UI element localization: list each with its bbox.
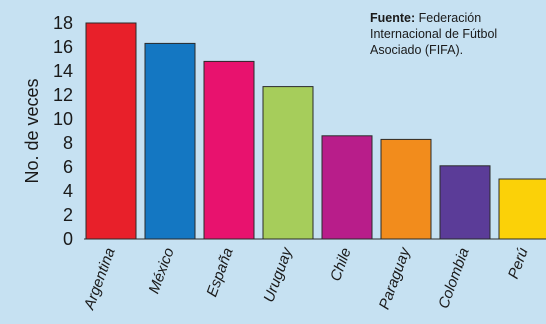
bars — [84, 22, 546, 240]
source-text: Federación Internacional de Fútbol Asoci… — [370, 11, 498, 57]
category-label: México — [146, 246, 178, 296]
y-tick-label: 6 — [63, 157, 73, 177]
source-label: Fuente: — [370, 11, 416, 25]
y-axis: 0 2 4 6 8 10 12 14 16 18 — [53, 13, 73, 249]
category-label: Colombia — [435, 246, 473, 311]
y-tick-label: 16 — [53, 37, 73, 57]
y-axis-label: No. de veces — [22, 78, 42, 183]
bar-perú — [498, 178, 546, 240]
y-tick-label: 4 — [63, 181, 73, 201]
category-label: Paraguay — [376, 244, 414, 312]
y-tick-label: 8 — [63, 133, 73, 153]
bar-uruguay — [262, 86, 314, 240]
y-tick-label: 12 — [53, 85, 73, 105]
y-tick-label: 10 — [53, 109, 73, 129]
y-tick-label: 2 — [63, 205, 73, 225]
category-label: Uruguay — [260, 244, 296, 305]
bar-colombia — [439, 165, 491, 240]
category-label: Perú — [505, 245, 532, 281]
y-tick-label: 14 — [53, 61, 73, 81]
bar-españa — [203, 60, 255, 240]
bar-méxico — [144, 42, 196, 240]
category-label: Argentina — [80, 246, 118, 313]
bar-paraguay — [380, 138, 432, 240]
source-note: Fuente: Federación Internacional de Fútb… — [370, 10, 540, 58]
y-tick-label: 18 — [53, 13, 73, 33]
category-labels: Argentina México España Uruguay Chile Paragua… — [80, 244, 532, 313]
category-label: España — [203, 246, 236, 300]
bar-argentina — [85, 22, 137, 240]
y-tick-label: 0 — [63, 229, 73, 249]
category-label: Chile — [327, 246, 355, 284]
bar-chile — [321, 135, 373, 240]
